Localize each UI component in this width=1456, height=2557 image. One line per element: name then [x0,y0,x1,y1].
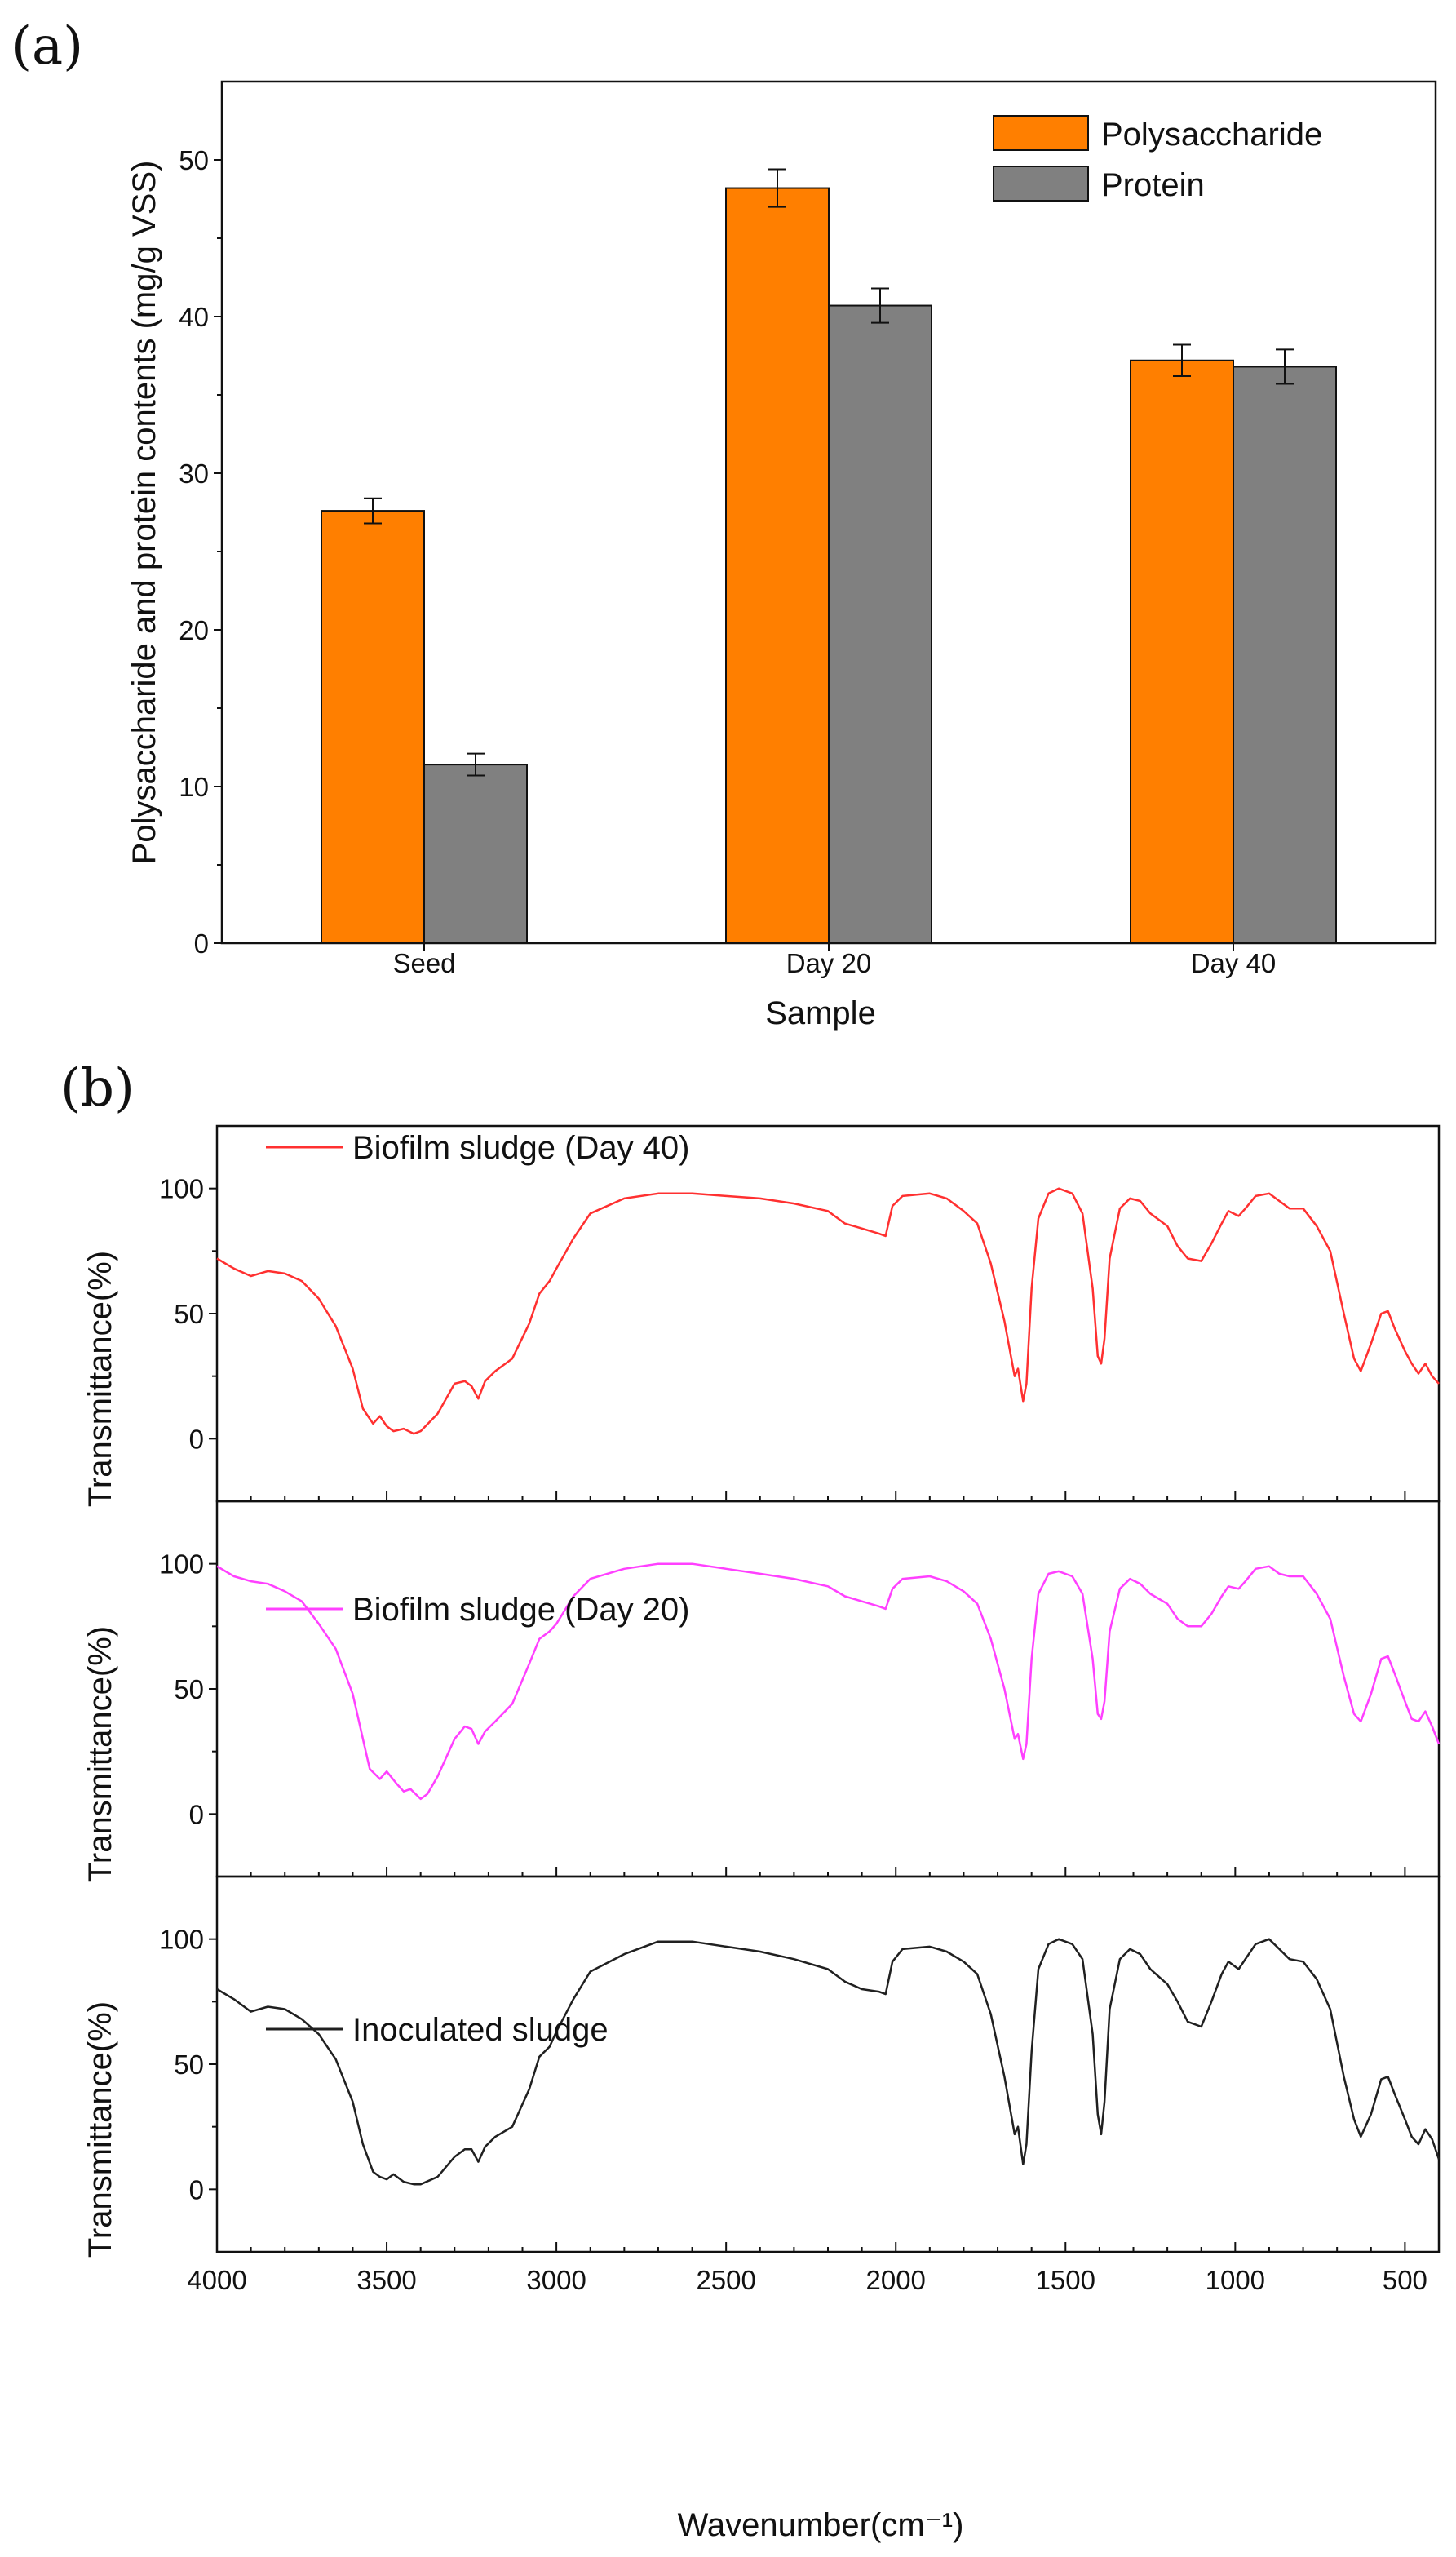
bar-chart: 0 10 20 30 40 50 Seed Day 20 Day 40 Sample Poly… [126,80,1437,1031]
bar-protein-seed [423,764,528,944]
bar-error-bars [364,168,1294,777]
bar-y-tick-label: 40 [179,302,209,332]
ftir-panel-inoculated-sludge: 0 50 100 [159,1875,1441,2253]
bar-x-tick-label: Day 40 [1191,948,1277,978]
bar-y-tick-label: 10 [179,772,209,802]
legend-label-day20: Biofilm sludge (Day 20) [352,1592,690,1628]
ftir-line-biofilm-sludge-day-20 [216,1562,1441,1801]
ftir-x-tick-label: 3000 [526,2265,586,2295]
ftir-y-axis-title-middle: Transmittance(%) [82,1626,118,1882]
bar-series [321,187,1337,944]
legend-swatch-polysaccharide [993,115,1089,151]
legend-label-polysaccharide: Polysaccharide [1101,117,1322,153]
ftir-y-tick-label: 0 [189,2174,204,2205]
ftir-y-tick-label: 100 [159,1174,204,1204]
ftir-legend-middle: Biofilm sludge (Day 20) [266,1592,690,1628]
ftir-y-axis-title-top: Transmittance(%) [82,1251,118,1507]
bar-polysaccharide-seed [321,510,425,944]
bar-x-axis-title: Sample [765,995,876,1031]
ftir-x-tick-label: 4000 [187,2265,246,2295]
bar-legend: Polysaccharide Protein [993,115,1322,203]
bar-y-axis: 0 10 20 30 40 50 [179,145,222,959]
panel-a-label: (a) [11,16,83,77]
ftir-y-tick-label: 50 [174,2050,204,2080]
bar-x-tick-label: Seed [392,948,455,978]
bar-y-axis-title: Polysaccharide and protein contents (mg/… [126,161,162,865]
ftir-line-biofilm-sludge-day-40 [216,1187,1440,1435]
ftir-y-axis-title-bottom: Transmittance(%) [82,2001,118,2258]
bar-polysaccharide-day-40 [1130,359,1234,944]
ftir-panel-biofilm-sludge-day-40: 0 50 100 [159,1124,1441,1503]
ftir-panel-frame [215,1500,1441,1878]
legend-label-inoculated: Inoculated sludge [352,2012,609,2048]
ftir-y-tick-label: 50 [174,1299,204,1329]
bar-protein-day-40 [1233,366,1337,944]
ftir-panel-frame [215,1124,1441,1503]
ftir-panel-frame [215,1875,1441,2253]
ftir-y-tick-label: 0 [189,1424,204,1454]
legend-swatch-protein [993,166,1089,202]
bar-y-tick-label: 50 [179,145,209,175]
ftir-y-tick-label: 100 [159,1549,204,1580]
ftir-panel-biofilm-sludge-day-20: 0 50 100 [159,1500,1441,1878]
legend-label-day40: Biofilm sludge (Day 40) [352,1130,690,1166]
bar-x-tick-label: Day 20 [786,948,872,978]
legend-label-protein: Protein [1101,167,1205,203]
bar-x-axis: Seed Day 20 Day 40 [392,943,1276,978]
ftir-x-tick-label: 1000 [1206,2265,1265,2295]
ftir-x-tick-label: 3500 [356,2265,416,2295]
ftir-line-inoculated-sludge [216,1938,1441,2186]
bar-y-tick-label: 30 [179,459,209,489]
ftir-x-tick-label: 2000 [866,2265,926,2295]
ftir-legend-bottom: Inoculated sludge [266,2012,609,2048]
bar-y-tick-label: 20 [179,615,209,645]
ftir-y-tick-label: 0 [189,1799,204,1829]
bar-y-tick-label: 0 [194,928,209,959]
ftir-y-tick-label: 100 [159,1925,204,1955]
ftir-x-axis-title: Wavenumber(cm⁻¹) [678,2507,964,2543]
bar-protein-day-20 [828,304,932,944]
ftir-x-tick-label: 500 [1383,2265,1427,2295]
panel-b-label: (b) [60,1058,135,1119]
bar-polysaccharide-day-20 [725,187,830,944]
ftir-x-tick-label: 1500 [1036,2265,1095,2295]
ftir-x-tick-label: 2500 [696,2265,755,2295]
ftir-legend-top: Biofilm sludge (Day 40) [266,1130,690,1166]
ftir-y-tick-label: 50 [174,1674,204,1704]
